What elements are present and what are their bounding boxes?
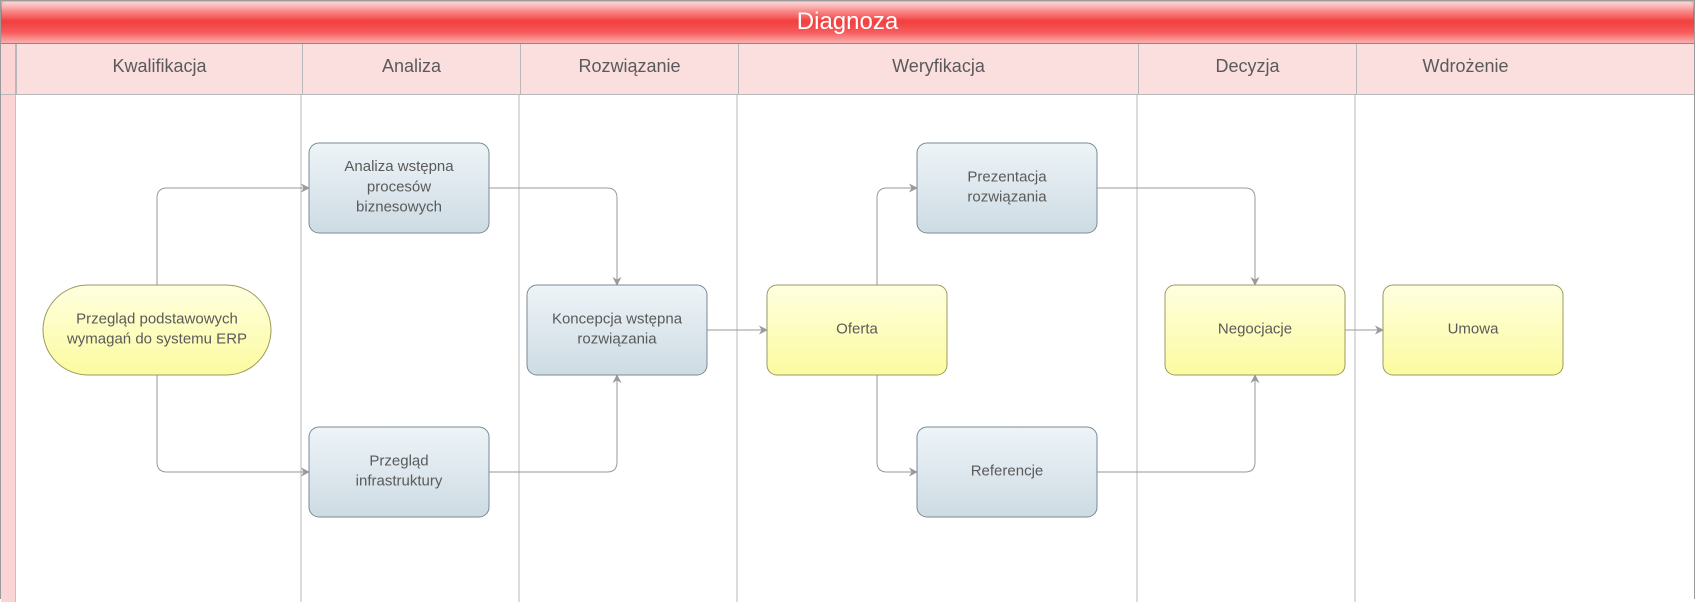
node-label: procesów bbox=[367, 178, 431, 195]
node-label: Przegląd podstawowych bbox=[76, 310, 238, 327]
flow-node: Przegląd podstawowych wymagań do systemu … bbox=[43, 285, 271, 375]
diagram-body: Przegląd podstawowych wymagań do systemu … bbox=[1, 95, 1694, 602]
edge bbox=[1097, 188, 1255, 285]
node-label: Analiza wstępna bbox=[344, 158, 454, 175]
edge bbox=[489, 188, 617, 285]
node-label: Oferta bbox=[836, 320, 878, 337]
node-label: infrastruktury bbox=[356, 473, 443, 490]
diagram-container: Diagnoza KwalifikacjaAnalizaRozwiązanieW… bbox=[0, 0, 1695, 599]
columns-header: KwalifikacjaAnalizaRozwiązanieWeryfikacj… bbox=[1, 44, 1694, 95]
node-label: wymagań do systemu ERP bbox=[66, 331, 247, 348]
column-header: Rozwiązanie bbox=[520, 44, 738, 94]
flow-node: Referencje bbox=[917, 427, 1097, 517]
node-label: Negocjacje bbox=[1218, 320, 1292, 337]
flow-node: Analiza wstępna procesów biznesowych bbox=[309, 143, 489, 233]
title-bar: Diagnoza bbox=[1, 1, 1694, 44]
flow-node: Oferta bbox=[767, 285, 947, 375]
node-label: Referencje bbox=[971, 462, 1044, 479]
left-accent-stripe bbox=[1, 95, 16, 602]
flow-node: Negocjacje bbox=[1165, 285, 1345, 375]
node-label: rozwiązania bbox=[967, 189, 1047, 206]
node-label: Umowa bbox=[1448, 320, 1500, 337]
column-header: Analiza bbox=[302, 44, 520, 94]
node-label: biznesowych bbox=[356, 199, 442, 216]
edge bbox=[157, 375, 309, 472]
column-header: Decyzja bbox=[1138, 44, 1356, 94]
flow-node: Przegląd infrastruktury bbox=[309, 427, 489, 517]
node-label: Przegląd bbox=[369, 452, 428, 469]
column-header: Wdrożenie bbox=[1356, 44, 1574, 94]
node-label: Prezentacja bbox=[967, 168, 1047, 185]
flow-node: Prezentacja rozwiązania bbox=[917, 143, 1097, 233]
column-header: Kwalifikacja bbox=[16, 44, 302, 94]
node-label: rozwiązania bbox=[577, 331, 657, 348]
flow-node: Koncepcja wstępna rozwiązania bbox=[527, 285, 707, 375]
title-text: Diagnoza bbox=[797, 8, 898, 36]
edge bbox=[1097, 375, 1255, 472]
flowchart-svg: Przegląd podstawowych wymagań do systemu … bbox=[1, 95, 1695, 602]
node-label: Koncepcja wstępna bbox=[552, 310, 683, 327]
column-header: Weryfikacja bbox=[738, 44, 1138, 94]
edge bbox=[489, 375, 617, 472]
flow-node: Umowa bbox=[1383, 285, 1563, 375]
